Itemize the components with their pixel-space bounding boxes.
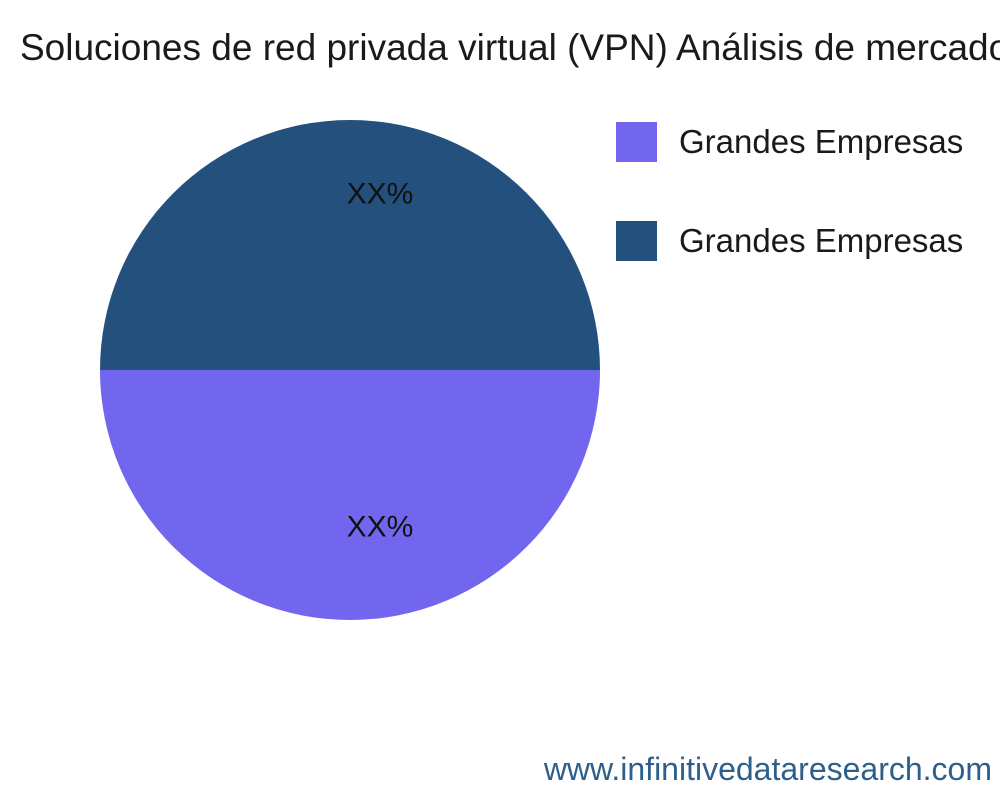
pie-chart: XX% XX% <box>100 120 600 620</box>
pie-slice-top-value-label: XX% <box>347 178 414 211</box>
legend-item: Grandes Empresas <box>616 221 963 261</box>
legend-swatch-navy <box>616 221 657 261</box>
legend-swatch-purple <box>616 122 657 162</box>
legend-item-label: Grandes Empresas <box>679 222 964 259</box>
pie-slice-bottom-value-label: XX% <box>347 511 414 544</box>
footer-url: www.infinitivedataresearch.com <box>543 751 992 787</box>
chart-title: Soluciones de red privada virtual (VPN) … <box>20 27 1000 68</box>
pie-slice-bottom <box>100 370 600 620</box>
pie-slice-top <box>100 120 600 370</box>
legend-item-label: Grandes Empresas <box>679 123 964 160</box>
legend-item: Grandes Empresas <box>616 122 963 162</box>
